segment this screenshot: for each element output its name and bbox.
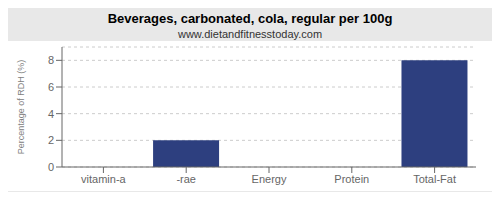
svg-text:Total-Fat: Total-Fat <box>413 173 456 185</box>
svg-text:4: 4 <box>48 108 54 120</box>
svg-text:Protein: Protein <box>334 173 369 185</box>
svg-text:0: 0 <box>48 161 54 173</box>
svg-text:8: 8 <box>48 54 54 66</box>
svg-text:Energy: Energy <box>252 173 287 185</box>
svg-text:Percentage of RDH (%): Percentage of RDH (%) <box>16 60 26 155</box>
svg-text:-rae: -rae <box>176 173 196 185</box>
html-text:Beverages, carbonated, cola, r: Beverages, carbonated, cola, regular per… <box>107 11 393 26</box>
svg-text:2: 2 <box>48 134 54 146</box>
svg-text:vitamin-a: vitamin-a <box>81 173 127 185</box>
html-text:www.dietandfitnesstoday.com: www.dietandfitnesstoday.com <box>178 28 322 40</box>
svg-text:6: 6 <box>48 81 54 93</box>
